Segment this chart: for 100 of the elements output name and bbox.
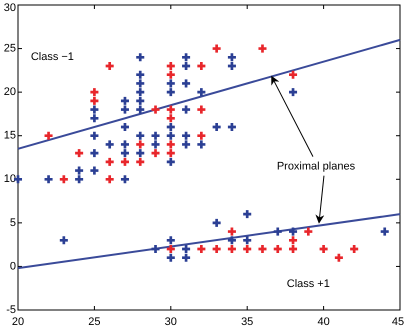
- point: [212, 44, 221, 53]
- point: [151, 140, 160, 148]
- point: [350, 244, 358, 254]
- point: [151, 132, 160, 140]
- point: [182, 62, 190, 70]
- point: [136, 149, 144, 158]
- point: [289, 88, 298, 96]
- point: [228, 53, 236, 62]
- point: [289, 70, 298, 79]
- y-tick-label: 25: [4, 42, 16, 54]
- point: [212, 122, 221, 132]
- y-tick-label: 5: [10, 216, 16, 229]
- annotation: Class −1: [30, 50, 74, 63]
- point: [166, 140, 175, 148]
- point: [166, 254, 175, 262]
- point: [136, 79, 144, 88]
- point: [75, 166, 84, 175]
- y-tick-label: -5: [6, 304, 16, 316]
- point: [274, 244, 282, 254]
- point: [120, 140, 129, 148]
- point: [106, 158, 114, 166]
- point: [44, 132, 53, 140]
- point: [151, 106, 160, 114]
- point: [212, 218, 221, 227]
- point: [243, 210, 252, 218]
- point: [136, 140, 144, 148]
- point: [151, 244, 160, 254]
- point: [166, 122, 175, 132]
- point: [136, 106, 144, 114]
- point: [304, 228, 312, 236]
- point: [90, 114, 98, 122]
- point: [334, 254, 343, 262]
- y-tick-label: 30: [4, 2, 16, 14]
- point: [90, 149, 98, 158]
- point: [166, 236, 175, 244]
- x-tick-label: 45: [392, 316, 404, 328]
- point: [228, 122, 236, 132]
- point: [289, 244, 298, 254]
- point: [136, 158, 144, 166]
- point: [120, 122, 129, 132]
- y-tick-label: 0: [10, 260, 16, 272]
- x-tick-label: 40: [317, 316, 330, 328]
- point: [258, 244, 267, 254]
- point: [320, 244, 328, 254]
- point: [197, 88, 206, 96]
- point: [166, 244, 175, 254]
- point: [90, 132, 98, 140]
- point: [166, 114, 175, 122]
- point: [60, 175, 68, 184]
- point: [182, 53, 190, 62]
- point: [120, 96, 129, 105]
- point: [166, 158, 175, 166]
- point: [182, 79, 190, 88]
- point: [120, 158, 129, 166]
- point: [182, 106, 190, 114]
- point: [228, 228, 236, 236]
- point: [90, 88, 98, 96]
- point: [197, 244, 206, 254]
- point: [228, 244, 236, 254]
- point: [380, 228, 389, 236]
- point: [258, 44, 267, 53]
- point: [90, 106, 98, 114]
- point: [166, 62, 175, 70]
- point: [182, 132, 190, 140]
- point: [136, 70, 144, 79]
- point: [90, 166, 98, 175]
- point: [243, 236, 252, 244]
- point: [106, 140, 114, 148]
- point: [75, 149, 84, 158]
- point: [228, 62, 236, 70]
- point: [136, 88, 144, 96]
- x-tick-label: 35: [241, 316, 254, 328]
- point: [243, 244, 252, 254]
- point: [197, 106, 206, 114]
- point: [212, 244, 221, 254]
- point: [136, 53, 144, 62]
- point: [75, 175, 84, 184]
- point: [166, 132, 175, 140]
- point: [90, 96, 98, 105]
- point: [166, 79, 175, 88]
- point: [120, 175, 129, 184]
- point: [120, 149, 129, 158]
- point: [136, 96, 144, 105]
- point: [182, 254, 190, 262]
- y-tick-label: 20: [4, 86, 16, 98]
- point: [120, 106, 129, 114]
- point: [166, 106, 175, 114]
- point: [44, 175, 53, 184]
- point: [166, 70, 175, 79]
- point: [197, 132, 206, 140]
- point: [289, 228, 298, 236]
- point: [106, 175, 114, 184]
- point: [106, 62, 114, 70]
- annotation: Proximal planes: [276, 160, 356, 173]
- annotation: Class +1: [286, 278, 330, 290]
- point: [197, 62, 206, 70]
- point: [166, 149, 175, 158]
- point: [60, 236, 68, 244]
- y-tick-label: 15: [4, 130, 16, 142]
- point: [182, 140, 190, 148]
